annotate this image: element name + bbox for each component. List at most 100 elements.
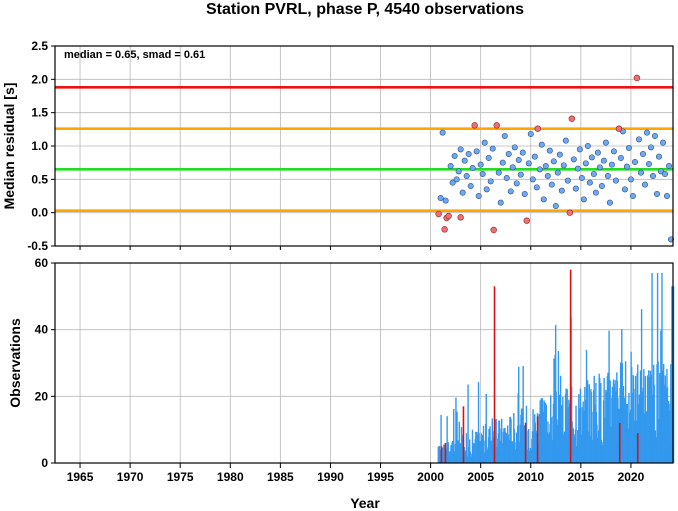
residual-point bbox=[495, 169, 502, 176]
x-tick-label: 1980 bbox=[217, 470, 244, 484]
observation-bar bbox=[586, 380, 589, 463]
residual-point bbox=[617, 155, 624, 162]
residual-point bbox=[442, 197, 449, 204]
residual-point bbox=[552, 203, 559, 210]
outlier-point bbox=[493, 122, 500, 129]
observation-bar bbox=[485, 393, 487, 463]
residual-point bbox=[521, 191, 528, 198]
residual-point bbox=[572, 185, 579, 192]
observation-bar bbox=[513, 428, 516, 463]
residual-point bbox=[592, 189, 599, 196]
residual-grid bbox=[55, 45, 673, 247]
residual-point bbox=[525, 160, 532, 167]
residual-panel: -0.5 0.0 0.5 1.0 1.5 2.0 2.5 median = 0.65, sm… bbox=[1, 39, 674, 253]
outlier-point bbox=[566, 209, 574, 216]
observation-bar bbox=[437, 446, 440, 463]
observation-bar bbox=[450, 445, 452, 463]
outlier-point bbox=[568, 115, 576, 122]
residual-point bbox=[580, 196, 587, 203]
observation-bar bbox=[646, 375, 649, 463]
residual-y-tick-label: 2.5 bbox=[31, 39, 48, 53]
residual-point bbox=[515, 157, 522, 164]
residual-point bbox=[507, 188, 514, 195]
residual-point bbox=[647, 144, 654, 151]
residual-point bbox=[639, 151, 646, 158]
median-annotation: median = 0.65, smad = 0.61 bbox=[64, 49, 205, 61]
observation-bar bbox=[566, 389, 568, 463]
residual-point bbox=[503, 175, 510, 182]
residual-point bbox=[606, 199, 613, 206]
residual-point bbox=[586, 179, 593, 186]
observation-bar bbox=[453, 408, 455, 463]
observations-bars bbox=[437, 269, 675, 463]
observation-bar bbox=[576, 429, 579, 463]
observation-bar bbox=[532, 409, 534, 463]
residual-point bbox=[631, 159, 638, 166]
residual-point bbox=[643, 129, 650, 136]
residual-point bbox=[501, 133, 508, 140]
outlier-point bbox=[615, 125, 623, 132]
residual-point bbox=[483, 186, 490, 193]
residual-point bbox=[459, 189, 466, 196]
observations-y-tick-label: 60 bbox=[35, 256, 49, 270]
residual-point bbox=[487, 178, 494, 185]
residual-point bbox=[600, 157, 607, 164]
x-tick-label: 1975 bbox=[167, 470, 194, 484]
residual-point bbox=[455, 168, 462, 175]
observation-bar bbox=[541, 398, 544, 463]
observation-bar bbox=[666, 387, 669, 463]
outlier-observation-bar bbox=[569, 269, 572, 463]
residual-point bbox=[519, 149, 526, 156]
residual-point bbox=[481, 139, 488, 146]
observation-bar bbox=[591, 411, 593, 463]
residual-point bbox=[457, 146, 464, 153]
observation-bar bbox=[495, 418, 497, 463]
residual-point bbox=[661, 171, 668, 178]
residual-point bbox=[485, 155, 492, 162]
residual-point bbox=[578, 175, 585, 182]
outlier-point bbox=[445, 212, 452, 220]
residual-points bbox=[435, 74, 674, 243]
observation-bar bbox=[446, 416, 448, 463]
outlier-observation-bar bbox=[444, 443, 447, 463]
residual-point bbox=[635, 136, 642, 143]
residual-point bbox=[558, 187, 565, 194]
outlier-observation-bar bbox=[524, 423, 527, 463]
observation-bar bbox=[467, 384, 469, 463]
observation-bar bbox=[653, 384, 655, 463]
residual-point bbox=[497, 199, 504, 206]
residual-point bbox=[590, 171, 597, 178]
residual-y-tick-label: 0.5 bbox=[31, 172, 48, 186]
residual-point bbox=[546, 147, 553, 154]
residual-point bbox=[453, 176, 460, 183]
residual-point bbox=[536, 166, 543, 173]
outlier-observation-bar bbox=[440, 446, 443, 463]
x-tick-label: 1995 bbox=[367, 470, 394, 484]
outlier-point bbox=[471, 122, 478, 129]
observation-bar bbox=[527, 429, 530, 463]
residual-point bbox=[499, 159, 506, 166]
x-tick-label: 1990 bbox=[317, 470, 344, 484]
residual-point bbox=[461, 157, 468, 164]
observations-y-tick-label: 0 bbox=[41, 456, 48, 470]
residual-point bbox=[529, 176, 536, 183]
residual-point bbox=[542, 163, 549, 170]
observation-bar bbox=[615, 391, 617, 463]
residual-y-tick-label: -0.5 bbox=[27, 239, 48, 253]
residual-point bbox=[511, 144, 518, 151]
residual-point bbox=[625, 145, 632, 152]
outlier-point bbox=[435, 210, 442, 218]
residual-y-tick-label: 0.0 bbox=[31, 206, 48, 220]
residual-point bbox=[556, 151, 563, 158]
observation-bar bbox=[547, 434, 550, 463]
residual-point bbox=[439, 129, 446, 136]
residual-point bbox=[531, 153, 538, 160]
observation-bar bbox=[609, 380, 611, 463]
observation-bar bbox=[500, 418, 503, 463]
observation-bar bbox=[543, 402, 546, 463]
residual-point bbox=[637, 169, 644, 176]
observation-bar bbox=[557, 350, 560, 463]
residual-point bbox=[651, 133, 658, 140]
x-tick-label: 2020 bbox=[618, 470, 645, 484]
observation-bar bbox=[459, 443, 462, 463]
